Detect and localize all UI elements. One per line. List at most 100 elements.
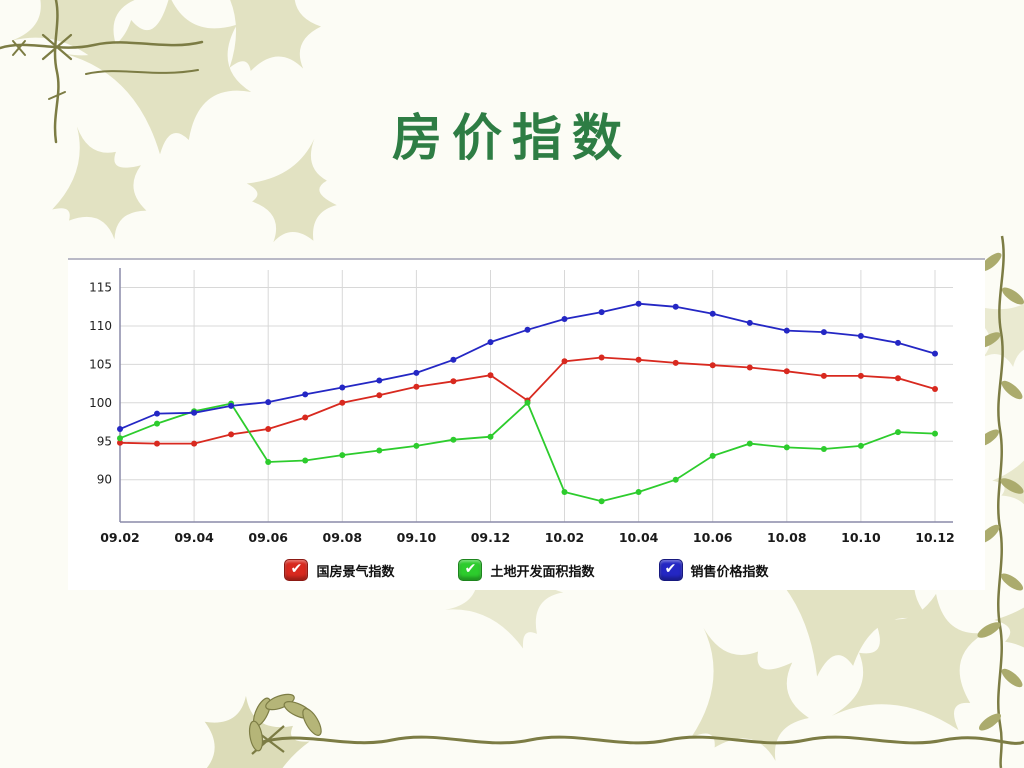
series-point: [265, 399, 272, 406]
svg-text:09.08: 09.08: [323, 530, 363, 545]
series-point: [487, 339, 494, 346]
svg-text:100: 100: [89, 396, 112, 410]
series-point: [598, 498, 605, 505]
series-line-1: [119, 401, 936, 503]
series-point: [302, 414, 309, 421]
series-point: [783, 327, 790, 334]
series-point: [598, 354, 605, 361]
series-point: [672, 359, 679, 366]
series-point: [450, 436, 457, 443]
series-point: [228, 402, 235, 409]
series-point: [746, 364, 753, 371]
svg-text:115: 115: [89, 281, 112, 295]
series-point: [117, 426, 123, 432]
legend-label: 销售价格指数: [690, 564, 769, 580]
svg-text:95: 95: [97, 434, 112, 448]
series-point: [932, 350, 938, 357]
series-point: [228, 431, 235, 438]
chart-legend: ✔ 国房景气指数 ✔ 土地开发面积指数 ✔ 销售价格指数: [68, 552, 985, 588]
svg-text:10.10: 10.10: [841, 530, 881, 545]
series-point: [117, 439, 123, 446]
svg-text:09.10: 09.10: [397, 530, 437, 545]
green-checkbox-icon: ✔: [458, 559, 483, 581]
series-point: [265, 426, 272, 432]
series-point: [191, 440, 198, 447]
svg-text:10.06: 10.06: [693, 530, 733, 545]
svg-text:10.04: 10.04: [619, 530, 659, 545]
series-point: [561, 489, 568, 495]
series-point: [820, 372, 827, 379]
svg-text:10.02: 10.02: [545, 530, 585, 545]
series-point: [302, 391, 309, 398]
series-point: [450, 378, 457, 385]
series-point: [783, 444, 790, 451]
series-line-2: [119, 302, 936, 430]
series-point: [746, 319, 753, 326]
series-point: [635, 300, 642, 307]
series-point: [857, 372, 864, 379]
blue-checkbox-icon: ✔: [658, 559, 683, 581]
series-point: [450, 356, 457, 363]
series-point: [635, 356, 642, 363]
series-point: [561, 316, 568, 322]
series-point: [820, 446, 827, 452]
series-point: [191, 409, 198, 416]
series-point: [487, 372, 494, 379]
series-point: [709, 310, 716, 317]
svg-text:09.04: 09.04: [174, 530, 214, 545]
series-point: [302, 457, 309, 464]
svg-text:90: 90: [97, 473, 112, 487]
series-point: [154, 410, 160, 417]
series-point: [672, 303, 679, 310]
series-point: [117, 435, 123, 442]
series-point: [561, 358, 568, 365]
svg-text:105: 105: [89, 357, 112, 371]
legend-label: 土地开发面积指数: [490, 564, 595, 580]
series-point: [376, 377, 383, 384]
legend-item-climate-index: ✔ 国房景气指数: [284, 559, 394, 581]
bottom-border-vine: [182, 680, 1024, 768]
series-point: [487, 433, 494, 440]
series-point: [895, 375, 901, 382]
series-point: [746, 440, 753, 447]
chart-plot: 90 95 100 105 110 115 09.02 09.04 09.06 09.08 09.1…: [89, 268, 955, 545]
svg-text:10.12: 10.12: [915, 530, 955, 545]
housing-index-chart: 90 95 100 105 110 115 09.02 09.04 09.06 09.08 09.1…: [68, 258, 985, 590]
series-point: [709, 452, 716, 459]
series-point: [339, 452, 346, 459]
series-point: [339, 384, 346, 391]
series-point: [932, 430, 938, 437]
series-point: [154, 440, 160, 447]
svg-text:110: 110: [89, 319, 112, 333]
legend-item-sales-price-index: ✔ 销售价格指数: [658, 559, 769, 581]
svg-text:09.12: 09.12: [471, 530, 511, 545]
series-point: [376, 392, 383, 399]
series-point: [339, 399, 346, 406]
series-point: [783, 368, 790, 375]
series-point: [820, 329, 827, 336]
series-point: [265, 459, 272, 465]
series-point: [598, 309, 605, 316]
series-point: [895, 339, 901, 346]
series-point: [932, 386, 938, 392]
series-point: [709, 362, 716, 369]
svg-text:09.06: 09.06: [248, 530, 288, 545]
series-point: [524, 399, 531, 406]
legend-item-land-development-index: ✔ 土地开发面积指数: [458, 559, 595, 581]
series-point: [413, 442, 420, 449]
series-point: [376, 447, 383, 454]
series-point: [524, 326, 531, 333]
svg-text:09.02: 09.02: [100, 530, 140, 545]
series-point: [635, 489, 642, 495]
series-point: [857, 442, 864, 449]
red-checkbox-icon: ✔: [284, 559, 309, 581]
series-point: [154, 420, 160, 427]
legend-label: 国房景气指数: [316, 564, 395, 580]
series-point: [895, 429, 901, 436]
series-point: [413, 369, 420, 376]
svg-text:10.08: 10.08: [767, 530, 807, 545]
series-point: [413, 383, 420, 390]
series-point: [672, 476, 679, 483]
slide-title: 房价指数: [392, 108, 632, 167]
